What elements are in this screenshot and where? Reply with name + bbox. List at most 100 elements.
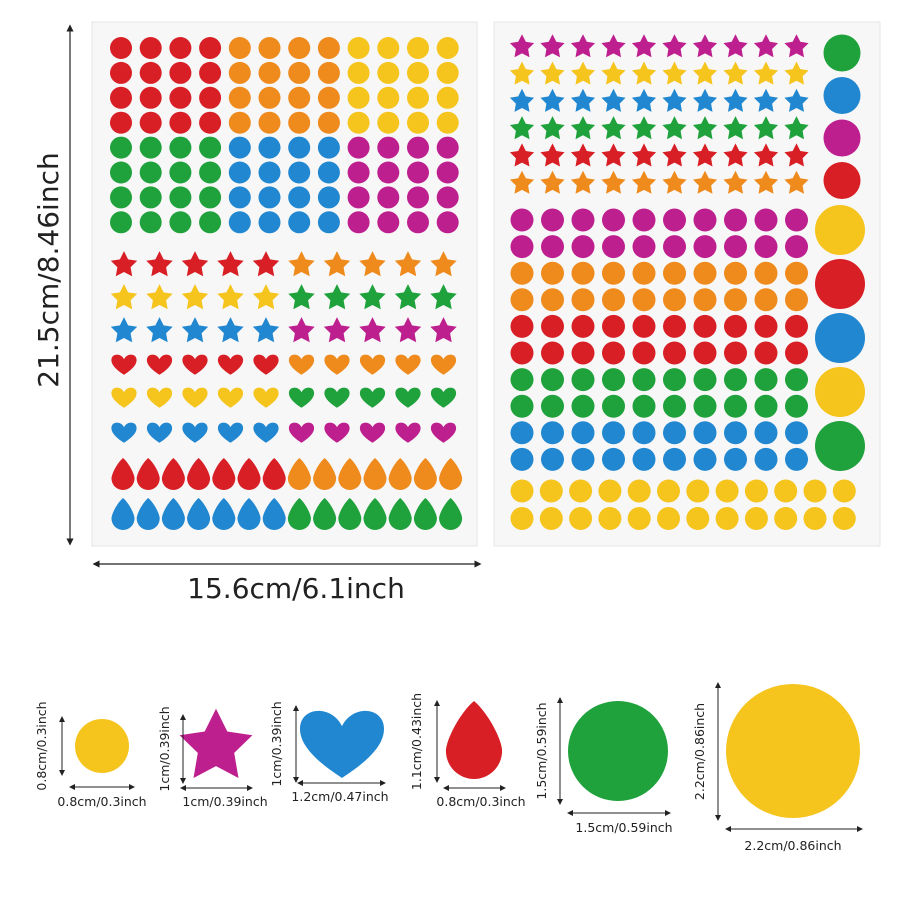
star-sticker — [430, 284, 457, 310]
star-sticker — [753, 61, 779, 85]
heart-sticker — [253, 422, 279, 443]
circle-sticker — [258, 136, 281, 159]
circle-sticker — [377, 37, 400, 59]
circle-sticker — [663, 208, 686, 232]
star-sticker — [723, 61, 748, 85]
circle-sticker — [510, 507, 534, 530]
star-sticker — [359, 284, 386, 310]
star-sticker — [540, 116, 565, 140]
legend-star-sticker — [179, 708, 253, 778]
circle-sticker — [541, 314, 564, 338]
circle-sticker — [686, 479, 710, 503]
circle-sticker — [139, 86, 162, 109]
circle-sticker — [407, 86, 429, 109]
drop-sticker — [262, 498, 286, 530]
star-sticker — [570, 143, 596, 167]
circle-sticker — [754, 368, 778, 392]
medium-circle-sticker — [823, 119, 861, 157]
drop-sticker — [439, 498, 463, 530]
circle-sticker — [569, 479, 593, 503]
circle-sticker — [110, 37, 132, 59]
legend-heart-sticker — [300, 710, 384, 778]
circle-sticker — [715, 507, 739, 530]
circle-sticker — [632, 314, 656, 338]
drop-sticker — [237, 498, 261, 530]
legend-height-label: 1.5cm/0.59inch — [534, 702, 549, 799]
star-sticker — [288, 317, 315, 343]
circle-sticker — [724, 208, 747, 232]
circle-sticker — [199, 136, 222, 159]
circle-sticker — [693, 208, 717, 232]
star-sticker — [692, 34, 718, 58]
heart-sticker — [217, 422, 244, 443]
drop-sticker — [338, 458, 362, 490]
circle-sticker — [693, 341, 717, 365]
circle-sticker — [317, 37, 340, 59]
circle-sticker — [347, 161, 370, 184]
circle-sticker — [110, 211, 132, 234]
star-sticker — [601, 34, 626, 58]
circle-sticker — [632, 341, 656, 365]
circle-sticker — [347, 111, 370, 134]
circle-sticker — [317, 86, 340, 109]
heart-sticker — [111, 422, 137, 443]
large-circle-sticker — [815, 367, 865, 417]
circle-sticker — [258, 37, 281, 59]
circle-sticker — [436, 211, 459, 234]
drop-sticker — [212, 458, 236, 490]
star-sticker — [631, 34, 657, 58]
circle-sticker — [598, 479, 622, 503]
circle-sticker — [754, 208, 778, 232]
star-sticker — [662, 34, 687, 58]
heart-sticker — [253, 354, 279, 375]
drop-sticker — [413, 498, 437, 530]
circle-sticker — [510, 261, 534, 285]
star-sticker — [692, 170, 718, 194]
star-sticker — [540, 88, 565, 112]
circle-sticker — [377, 136, 400, 159]
circle-sticker — [407, 136, 429, 159]
star-sticker — [753, 116, 779, 140]
star-sticker — [631, 143, 657, 167]
legend-item-circle: 1.5cm/0.59inch 1.5cm/0.59inch — [534, 697, 673, 835]
circle-sticker — [199, 111, 222, 134]
circle-sticker — [317, 61, 340, 84]
star-sticker — [394, 317, 422, 343]
legend-width-label: 2.2cm/0.86inch — [744, 838, 841, 853]
circle-sticker — [571, 261, 595, 285]
heart-sticker — [430, 387, 457, 408]
circle-sticker — [541, 368, 564, 392]
circle-sticker — [407, 37, 429, 59]
star-sticker — [723, 34, 748, 58]
star-sticker — [723, 88, 748, 112]
circle-sticker — [571, 314, 595, 338]
circle-sticker — [377, 61, 400, 84]
circle-sticker — [288, 186, 311, 209]
star-sticker — [662, 116, 687, 140]
large-circle-sticker — [815, 205, 865, 255]
circle-sticker — [785, 447, 808, 471]
circle-sticker — [436, 86, 459, 109]
star-sticker — [509, 88, 535, 112]
circle-sticker — [258, 86, 281, 109]
circle-sticker — [288, 211, 311, 234]
circle-sticker — [541, 394, 564, 418]
circle-sticker — [785, 208, 808, 232]
heart-sticker — [217, 387, 244, 408]
legend-width-label: 1cm/0.39inch — [182, 794, 267, 809]
circle-sticker — [663, 288, 686, 312]
star-sticker — [692, 143, 718, 167]
heart-sticker — [111, 354, 137, 375]
circle-sticker — [686, 507, 710, 530]
circle-sticker — [663, 235, 686, 259]
circle-sticker — [693, 288, 717, 312]
circle-sticker — [510, 447, 534, 471]
circle-sticker — [139, 37, 162, 59]
circle-sticker — [407, 211, 429, 234]
star-sticker — [323, 284, 351, 310]
circle-sticker — [436, 186, 459, 209]
circle-sticker — [288, 86, 311, 109]
drop-sticker — [363, 498, 387, 530]
drop-sticker — [187, 498, 211, 530]
circle-sticker — [436, 111, 459, 134]
